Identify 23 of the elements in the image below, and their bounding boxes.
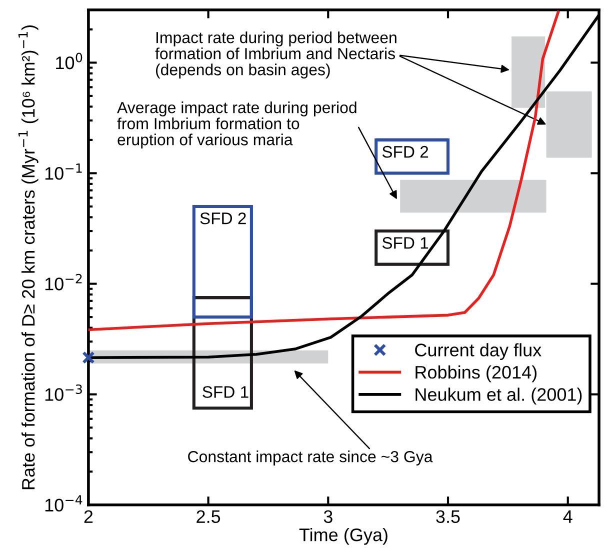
x-axis-title: Time (Gya) — [299, 528, 388, 545]
annotation: Constant impact rate since ~3 Gya — [188, 450, 433, 466]
y-axis-title: Rate of formation of D≥ 20 km craters (Myr$^{−1}$ (10⁶ km²)$^{−1}$) — [18, 25, 38, 490]
annotation: Average impact rate during period from Imbrium formation to eruption of various maria — [117, 102, 356, 148]
annotation: SFD 2 — [382, 146, 428, 158]
y-tick-label: 10$^{−3}$ — [45, 384, 82, 401]
y-tick-label: 10$^{−4}$ — [45, 495, 82, 512]
legend-label: Neukum et al. (2001) — [416, 388, 582, 404]
x-tick-label: 2 — [84, 510, 93, 523]
annotation: SFD 2 — [200, 212, 246, 224]
legend-label: Current day flux — [415, 343, 542, 360]
annotation: SFD 1 — [202, 386, 248, 398]
y-tick-label: 10$^{0}$ — [56, 52, 82, 70]
annotation: SFD 1 — [382, 237, 428, 249]
y-tick-label: 10$^{−1}$ — [45, 164, 82, 180]
x-tick-label: 4 — [563, 510, 572, 523]
x-tick-label: 3 — [324, 510, 332, 524]
line-series — [88, 10, 560, 332]
legend-label: Robbins (2014) — [416, 365, 537, 382]
annotation: Impact rate during period between formation of Imbrium and Nectaris (depends on basin ages) — [155, 32, 396, 78]
x-tick-label: 2.5 — [196, 510, 220, 524]
y-tick-label: 10$^{−2}$ — [45, 274, 82, 290]
x-tick-label: 3.5 — [436, 510, 460, 524]
